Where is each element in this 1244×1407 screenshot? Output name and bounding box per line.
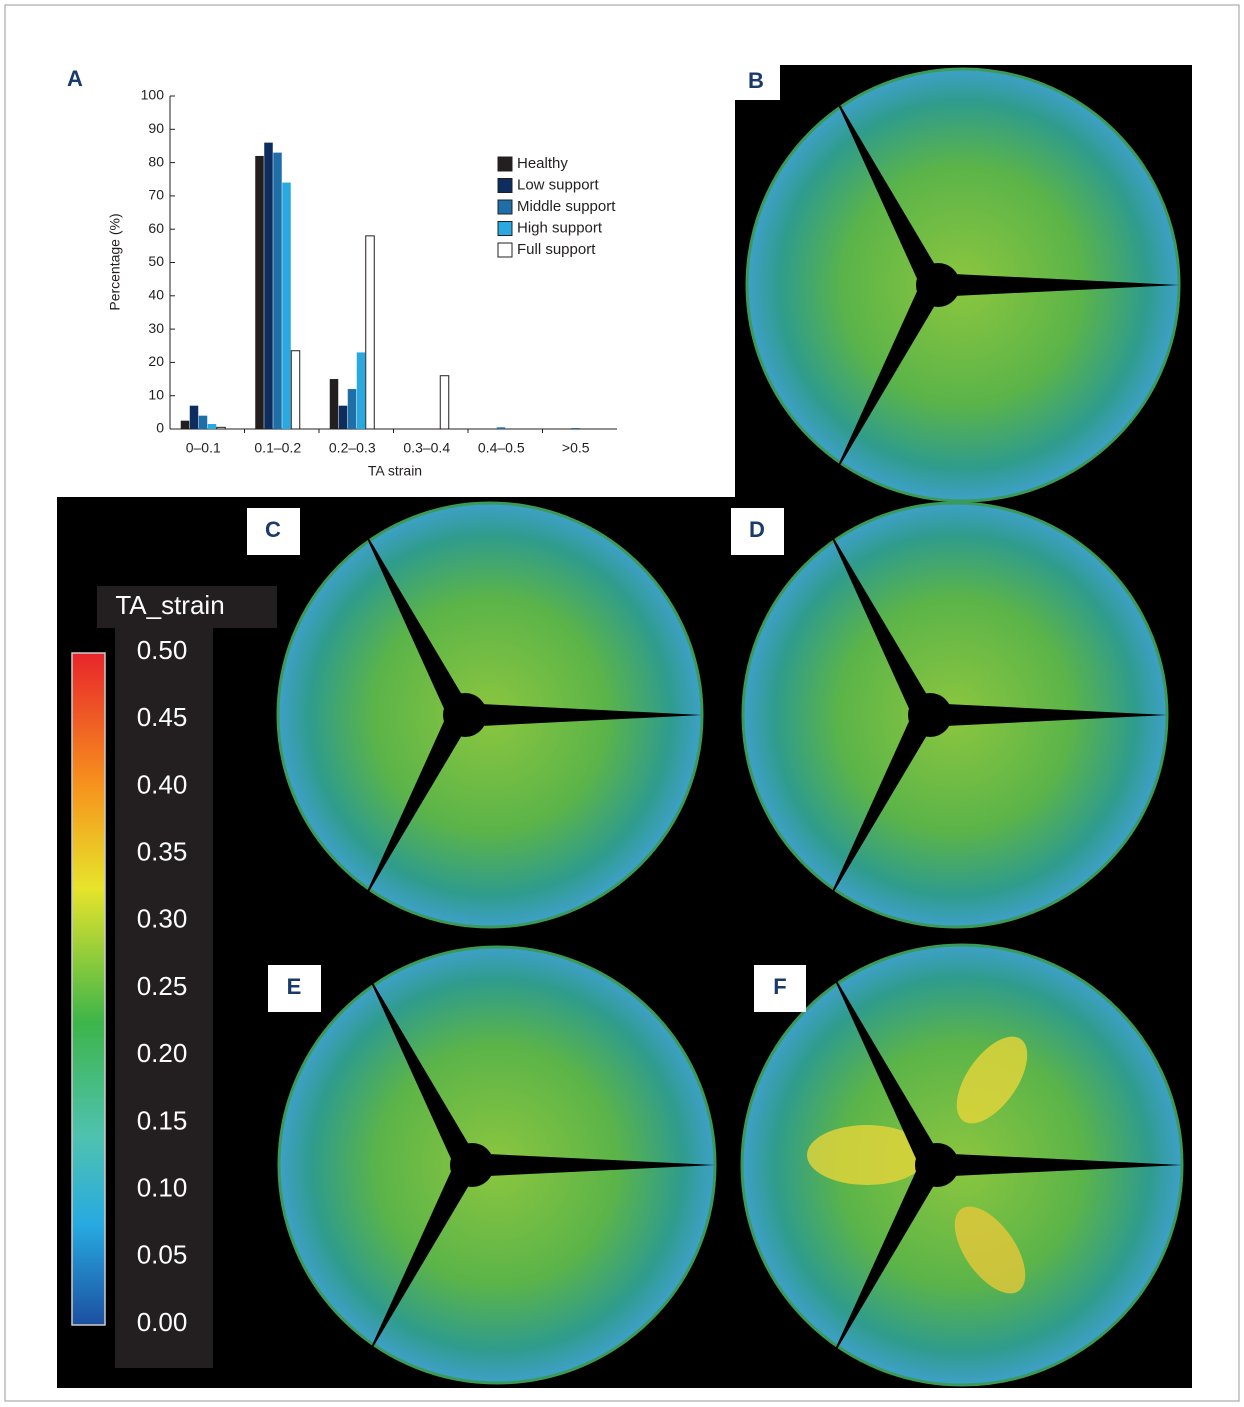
bar <box>208 424 217 429</box>
y-tick-label: 40 <box>148 287 164 303</box>
y-tick-label: 80 <box>148 153 164 169</box>
panel-label: A <box>67 66 83 91</box>
figure: TA_strain A B C D E F TA strain Percenta… <box>0 0 1244 1407</box>
bar <box>282 183 291 429</box>
panel-label: D <box>749 517 765 542</box>
colorbar-title: TA_strain <box>115 590 224 620</box>
y-tick-label: 70 <box>148 187 164 203</box>
legend-swatch <box>498 200 512 214</box>
bar <box>273 153 282 429</box>
colorbar-tick-label: 0.00 <box>137 1307 188 1337</box>
x-tick-label: 0.3–0.4 <box>403 440 450 456</box>
bar <box>330 379 339 429</box>
colorbar-tick-label: 0.20 <box>137 1038 188 1068</box>
colorbar <box>72 653 105 1325</box>
legend-swatch <box>498 179 512 193</box>
legend-label: Middle support <box>517 198 616 215</box>
legend-label: Healthy <box>517 155 568 172</box>
bar <box>357 352 366 429</box>
colorbar-tick-label: 0.05 <box>137 1240 188 1270</box>
panel-label: F <box>773 974 786 999</box>
x-tick-label: 0–0.1 <box>186 440 221 456</box>
valve-center <box>908 693 952 737</box>
bar <box>264 143 273 429</box>
bar <box>348 389 357 429</box>
y-tick-label: 100 <box>141 87 165 103</box>
bar <box>497 427 506 429</box>
legend-swatch <box>498 157 512 171</box>
colorbar-tick-label: 0.50 <box>137 635 188 665</box>
bar <box>571 428 580 429</box>
x-axis-label: TA strain <box>368 463 422 479</box>
bar <box>217 427 226 429</box>
colorbar-tick-label: 0.35 <box>137 836 188 866</box>
x-tick-label: 0.2–0.3 <box>329 440 376 456</box>
colorbar-tick-label: 0.45 <box>137 702 188 732</box>
y-tick-label: 50 <box>148 253 164 269</box>
bar <box>199 416 208 429</box>
legend-swatch <box>498 243 512 257</box>
valve-center <box>443 693 487 737</box>
y-tick-label: 60 <box>148 220 164 236</box>
y-tick-label: 30 <box>148 320 164 336</box>
bar <box>255 156 264 429</box>
colorbar-tick-label: 0.15 <box>137 1105 188 1135</box>
y-tick-label: 20 <box>148 353 164 369</box>
y-axis-label: Percentage (%) <box>107 213 123 310</box>
colorbar-tick-label: 0.25 <box>137 971 188 1001</box>
legend-label: High support <box>517 219 603 236</box>
colorbar-tick-label: 0.10 <box>137 1172 188 1202</box>
x-tick-label: 0.4–0.5 <box>478 440 525 456</box>
y-tick-label: 10 <box>148 386 164 402</box>
bar <box>291 351 300 429</box>
x-tick-label: >0.5 <box>562 440 590 456</box>
panel-label: C <box>265 517 281 542</box>
valve-center <box>916 263 960 307</box>
valve-center <box>915 1143 959 1187</box>
legend-label: Full support <box>517 241 596 258</box>
legend-label: Low support <box>517 176 600 193</box>
bar <box>190 406 199 429</box>
y-tick-label: 0 <box>156 420 164 436</box>
bar <box>440 376 449 429</box>
legend-swatch <box>498 222 512 236</box>
panel-label: B <box>748 68 764 93</box>
bar <box>366 236 375 429</box>
bar <box>181 421 190 429</box>
panel-label: E <box>287 974 302 999</box>
bar <box>339 406 348 429</box>
colorbar-tick-label: 0.40 <box>137 769 188 799</box>
x-tick-label: 0.1–0.2 <box>254 440 301 456</box>
y-tick-label: 90 <box>148 120 164 136</box>
valve-center <box>450 1143 494 1187</box>
colorbar-tick-label: 0.30 <box>137 904 188 934</box>
